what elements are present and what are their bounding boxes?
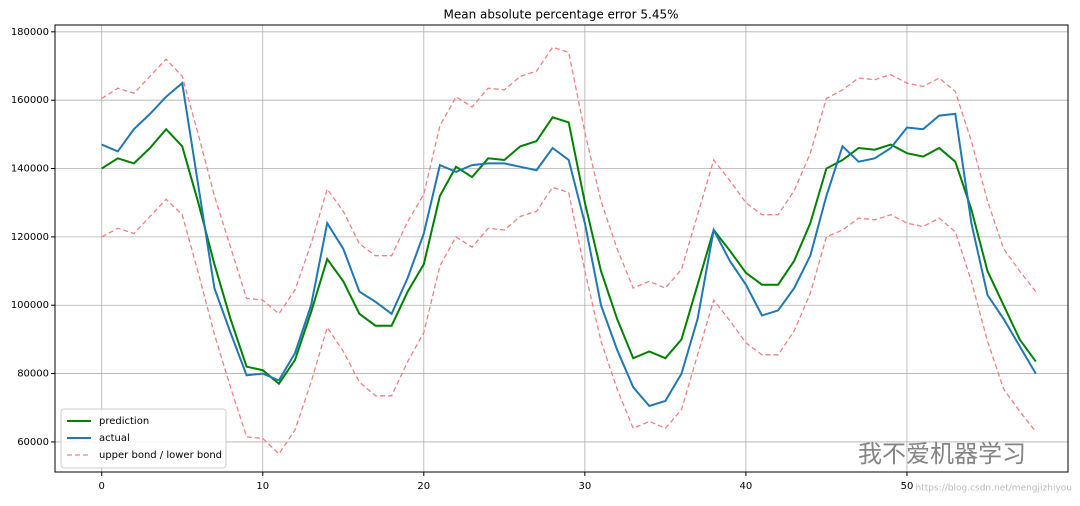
- y-tick-label: 100000: [11, 300, 49, 311]
- y-tick-label: 140000: [11, 164, 49, 175]
- series-line: [101, 46, 1037, 315]
- x-tick-label: 30: [578, 481, 591, 492]
- legend-label: upper bond / lower bond: [99, 450, 222, 461]
- x-tick-label: 0: [99, 481, 105, 492]
- chart-title: Mean absolute percentage error 5.45%: [443, 8, 678, 22]
- legend-label: actual: [99, 433, 130, 444]
- plot-frame: [54, 24, 1069, 473]
- watermark-url: https://blog.csdn.net/mengjizhiyou: [916, 484, 1072, 494]
- x-tick-label: 10: [256, 481, 269, 492]
- y-tick-label: 80000: [17, 369, 49, 380]
- x-tick-label: 20: [417, 481, 430, 492]
- series-line: [101, 186, 1037, 455]
- watermark: 我不爱机器学习: [858, 440, 1026, 468]
- series-line: [101, 116, 1037, 386]
- legend-box: [60, 408, 227, 469]
- x-tick-label: 50: [901, 481, 914, 492]
- x-tick-label: 40: [740, 481, 753, 492]
- y-tick-label: 60000: [17, 437, 49, 448]
- y-tick-label: 180000: [11, 27, 49, 38]
- y-tick-label: 120000: [11, 232, 49, 243]
- y-tick-label: 160000: [11, 95, 49, 106]
- series-line: [101, 81, 1037, 408]
- legend-label: prediction: [99, 416, 149, 427]
